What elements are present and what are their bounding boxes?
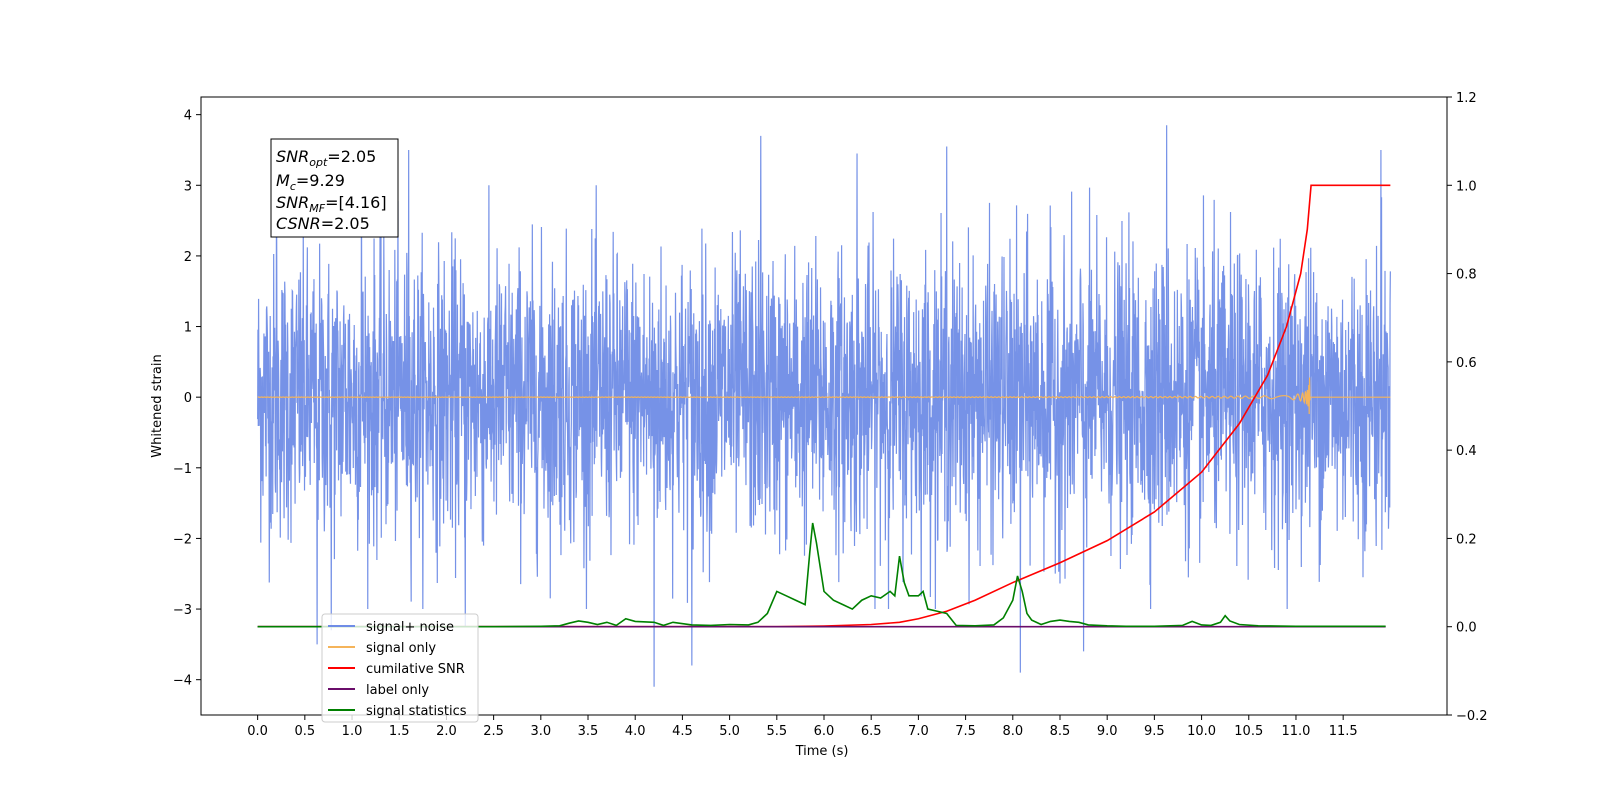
y-axis-ticks: −4 −3 −2 −1 0 1 2 3 4 bbox=[173, 109, 201, 689]
y-right-tick-label: 0.6 bbox=[1456, 356, 1477, 371]
series-signal-only bbox=[257, 377, 1391, 414]
y-axis-right-ticks: −0.2 0.0 0.2 0.4 0.6 0.8 1.0 1.2 bbox=[1447, 91, 1488, 724]
y-right-tick-label: 0.0 bbox=[1456, 621, 1477, 636]
y-right-tick-label: 0.2 bbox=[1456, 532, 1477, 547]
x-tick-label: 2.0 bbox=[436, 724, 457, 739]
x-tick-label: 0.5 bbox=[294, 724, 315, 739]
x-tick-label: 9.5 bbox=[1144, 724, 1165, 739]
x-tick-label: 3.0 bbox=[530, 724, 551, 739]
series-layer bbox=[257, 125, 1391, 687]
x-tick-label: 9.0 bbox=[1097, 724, 1118, 739]
x-tick-label: 3.5 bbox=[578, 724, 599, 739]
y-tick-label: −1 bbox=[173, 462, 192, 477]
y-tick-label: 3 bbox=[184, 179, 192, 194]
y-tick-label: −2 bbox=[173, 532, 192, 547]
x-tick-label: 6.0 bbox=[814, 724, 835, 739]
y-tick-label: 4 bbox=[184, 109, 192, 124]
x-tick-label: 10.0 bbox=[1187, 724, 1216, 739]
x-tick-label: 0.0 bbox=[247, 724, 268, 739]
x-tick-label: 10.5 bbox=[1234, 724, 1263, 739]
y-tick-label: −4 bbox=[173, 674, 192, 689]
annotation-snr-mf: SNRMF=[4.16] bbox=[276, 193, 387, 215]
series-line bbox=[257, 184, 1391, 628]
legend-label: cumilative SNR bbox=[366, 662, 465, 677]
series-signal-statistics bbox=[257, 522, 1386, 628]
x-tick-label: 2.5 bbox=[483, 724, 504, 739]
y-tick-label: 1 bbox=[184, 321, 192, 336]
x-tick-label: 11.0 bbox=[1281, 724, 1310, 739]
y-right-tick-label: 0.8 bbox=[1456, 268, 1477, 283]
annotation-csnr: CSNR=2.05 bbox=[276, 214, 370, 233]
x-tick-label: 6.5 bbox=[861, 724, 882, 739]
x-tick-label: 11.5 bbox=[1329, 724, 1358, 739]
x-tick-label: 7.0 bbox=[908, 724, 929, 739]
y-tick-label: 0 bbox=[184, 391, 192, 406]
series-line bbox=[257, 522, 1386, 628]
legend-frame bbox=[321, 613, 479, 723]
x-tick-label: 8.5 bbox=[1050, 724, 1071, 739]
x-tick-label: 5.0 bbox=[719, 724, 740, 739]
series-cumilative-snr bbox=[257, 184, 1391, 628]
x-tick-label: 5.5 bbox=[766, 724, 787, 739]
x-tick-label: 8.0 bbox=[1002, 724, 1023, 739]
y-right-tick-label: −0.2 bbox=[1456, 709, 1488, 724]
annotation-box: SNRopt=2.05 Mc=9.29 SNRMF=[4.16] CSNR=2.… bbox=[270, 138, 399, 238]
annotation-snr-opt: SNRopt=2.05 bbox=[276, 147, 376, 169]
x-tick-label: 1.0 bbox=[342, 724, 363, 739]
x-axis-ticks: 0.0 0.5 1.0 1.5 2.0 2.5 3.0 3.5 4.0 4.5 5.0 5.5 6.0 6… bbox=[247, 715, 1358, 739]
x-axis-label: Time (s) bbox=[795, 744, 849, 759]
legend-label: signal only bbox=[366, 641, 436, 656]
legend: signal+ noise signal only cumilative SNR la… bbox=[321, 613, 479, 723]
x-tick-label: 1.5 bbox=[389, 724, 410, 739]
annotation-chirp-mass: Mc=9.29 bbox=[276, 171, 345, 193]
y-right-tick-label: 0.4 bbox=[1456, 444, 1477, 459]
x-tick-label: 7.5 bbox=[955, 724, 976, 739]
y-tick-label: 2 bbox=[184, 250, 192, 265]
x-tick-label: 4.0 bbox=[625, 724, 646, 739]
legend-label: signal+ noise bbox=[366, 620, 454, 635]
legend-label: signal statistics bbox=[366, 704, 467, 719]
series-signal-noise bbox=[257, 125, 1391, 687]
x-tick-label: 4.5 bbox=[672, 724, 693, 739]
y-axis-label: Whitened strain bbox=[150, 354, 165, 457]
legend-label: label only bbox=[366, 683, 429, 698]
y-right-tick-label: 1.2 bbox=[1456, 91, 1477, 106]
series-line bbox=[257, 125, 1391, 687]
y-right-tick-label: 1.0 bbox=[1456, 179, 1477, 194]
y-tick-label: −3 bbox=[173, 603, 192, 618]
series-line bbox=[257, 377, 1391, 414]
